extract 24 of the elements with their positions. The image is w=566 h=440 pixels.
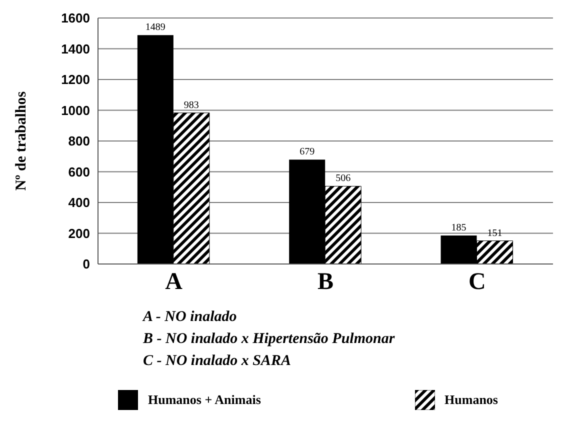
y-tick-label: 600 [68,164,90,180]
legend-label: Humanos + Animais [148,392,261,408]
text: B - NO inalado x Hipertensão Pulmonar [143,330,396,349]
text: C - NO inalado x SARA [143,352,292,371]
y-tick-label: 1200 [61,72,90,88]
y-tick-label: 400 [68,195,90,210]
data-label: 983 [184,100,199,111]
data-label: 1489 [145,22,166,34]
legend-label: Humanos [444,392,498,408]
data-label: 151 [487,228,502,239]
x-tick-label: B [317,269,334,296]
y-tick-label: 1000 [61,102,90,118]
data-label: 506 [336,173,351,184]
y-tick-label: 1600 [61,10,90,26]
y-tick-label: 0 [82,256,90,272]
y-tick-label: 800 [68,134,90,149]
data-label: 679 [300,146,315,158]
y-tick-label: 200 [68,226,90,241]
y-axis-title: Nº de trabalhos [13,91,30,191]
x-tick-label: A [165,269,184,296]
y-tick-label: 1400 [61,41,90,56]
data-label: 185 [451,222,466,234]
x-tick-label: C [468,269,486,296]
text: A - NO inalado [143,308,238,327]
